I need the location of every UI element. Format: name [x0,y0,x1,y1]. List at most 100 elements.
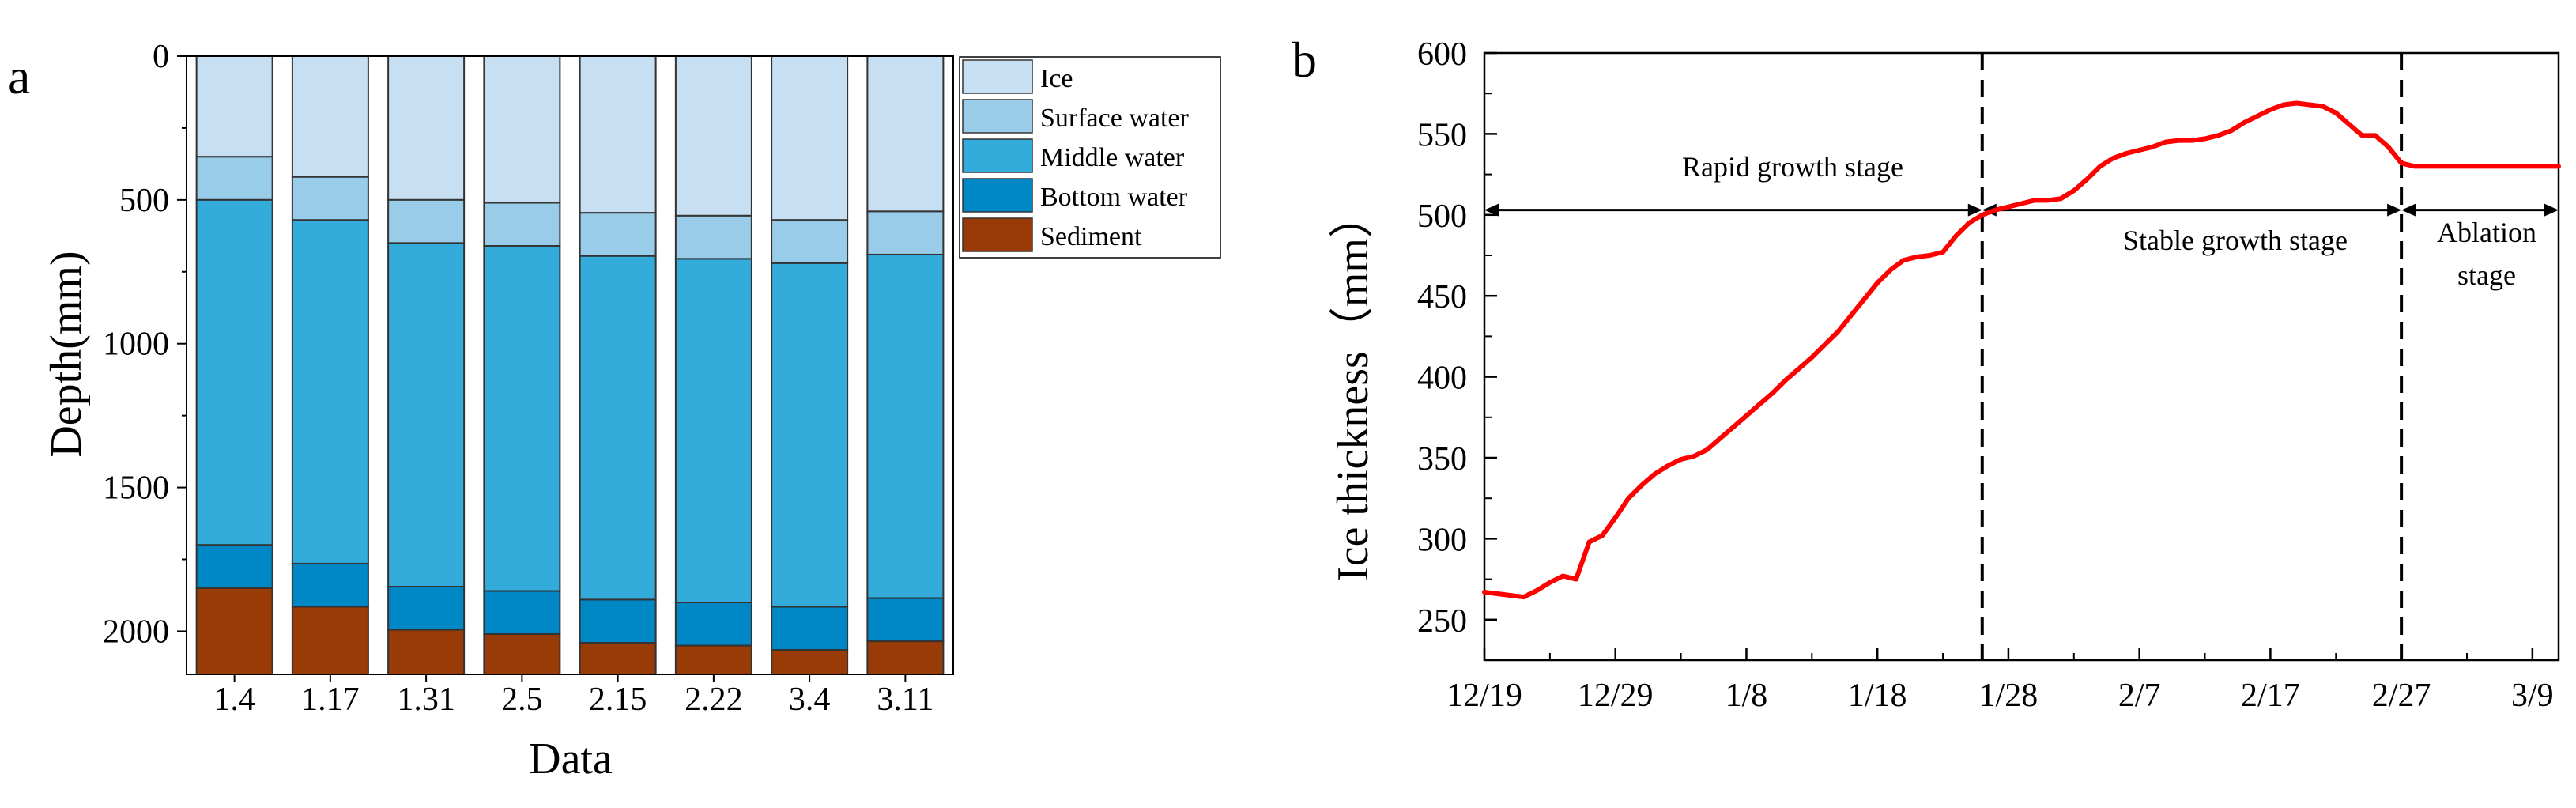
arrow-rapid-growth [1484,203,1982,217]
legend-label-bottom-water: Bottom water [1040,183,1188,212]
bar-bottom-water-3 [387,586,466,631]
bar-ice-3 [387,55,466,201]
legend-label-middle-water: Middle water [1040,143,1185,172]
y-tick-label-0: 0 [153,39,169,75]
stage-label-ablation-line2: stage [2457,259,2516,291]
b-x-tick-label-10: 12/29 [1578,678,1654,714]
bar-sediment-5 [579,641,657,676]
stage-label-rapid-growth: Rapid growth stage [1682,151,1903,183]
bar-ice-4 [483,55,561,204]
panel-b-ice-thickness-line [1482,100,2561,600]
x-tick-label-1: 1.4 [213,682,255,718]
panel-a-axes: 1.4 1.17 1.31 2.5 2.15 2.22 3.4 3.11 0 500 1000 150… [103,39,954,718]
bar-surface-water-6 [674,214,752,260]
b-x-tick-label-20: 1/8 [1726,678,1768,714]
legend-swatch-ice [962,59,1033,94]
bar-middle-water-1 [195,198,273,546]
arrow-ablation [2401,203,2559,217]
panel-b-axes: 250 300 350 400 450 500 550 600 12/19 12/29 1/8 1/1… [1417,36,2560,714]
bar-surface-water-7 [771,219,849,264]
bar-bottom-water-1 [195,544,273,589]
bar-middle-water-8 [866,253,945,599]
bar-ice-1 [195,55,273,158]
legend-swatch-middle-water [962,138,1033,173]
bar-middle-water-7 [771,262,849,608]
y-tick-label-1500: 1500 [103,470,169,507]
bar-sediment-1 [195,587,273,676]
x-tick-label-8: 3.11 [877,682,933,718]
bar-middle-water-2 [291,219,369,564]
arrow-stable-growth [1982,203,2402,217]
b-x-tick-label-70: 2/27 [2372,678,2431,714]
legend-swatch-surface-water [962,99,1033,134]
bar-surface-water-4 [483,202,561,247]
bar-sediment-2 [291,606,369,675]
arrow-rapid-growth-head-right [1967,203,1982,217]
bar-surface-water-3 [387,198,466,244]
panel-a-y-axis-title: Depth(mm) [42,251,91,457]
bar-ice-6 [674,55,752,217]
x-tick-label-3: 1.31 [397,682,455,718]
panel-b-y-axis-title: Ice thickness（mm） [1329,194,1378,581]
bar-ice-7 [771,55,849,221]
b-y-tick-label-350: 350 [1417,441,1467,478]
b-y-tick-label-600: 600 [1417,36,1467,73]
arrow-stable-growth-head-right [2387,203,2402,217]
bar-sediment-3 [387,629,466,675]
bar-bottom-water-4 [483,590,561,636]
arrow-ablation-head-right [2544,203,2559,217]
bar-surface-water-8 [866,210,945,255]
b-x-tick-label-40: 1/28 [1979,678,2039,714]
bar-middle-water-3 [387,242,466,588]
legend-swatch-bottom-water [962,178,1033,213]
legend-swatch-sediment [962,217,1033,252]
panel-a-legend: Ice Surface water Middle water Bottom water… [959,56,1221,259]
bar-middle-water-4 [483,245,561,592]
legend-label-ice: Ice [1040,64,1073,93]
y-tick-label-500: 500 [119,183,169,219]
bar-surface-water-1 [195,156,273,201]
panel-b-stage-dividers [1980,53,2404,660]
b-y-tick-label-450: 450 [1417,279,1467,315]
bar-ice-8 [866,55,945,213]
bar-sediment-7 [771,649,849,676]
arrow-rapid-growth-head-left [1484,203,1499,217]
x-tick-label-2: 1.17 [301,682,360,718]
panel-b-frame [1483,51,2560,662]
x-tick-label-7: 3.4 [789,682,831,718]
bar-sediment-4 [483,633,561,675]
bar-bottom-water-7 [771,606,849,651]
stage-label-stable-growth: Stable growth stage [2123,225,2348,256]
legend-label-surface-water: Surface water [1040,104,1190,133]
b-x-tick-label-30: 1/18 [1848,678,1907,714]
b-x-tick-label-80: 3/9 [2511,678,2554,714]
bar-bottom-water-6 [674,602,752,647]
bar-middle-water-5 [579,255,657,601]
bar-sediment-6 [674,644,752,676]
panel-b-stage-arrows [1484,203,2559,217]
b-y-tick-label-550: 550 [1417,117,1467,153]
bar-surface-water-2 [291,176,369,221]
b-y-tick-label-400: 400 [1417,361,1467,397]
b-y-tick-label-250: 250 [1417,603,1467,640]
b-x-tick-label-0: 12/19 [1446,678,1522,714]
x-tick-label-6: 2.22 [685,682,743,718]
panel-a-x-axis-title: Data [529,734,613,783]
legend-label-sediment: Sediment [1040,222,1142,251]
bar-bottom-water-2 [291,562,369,608]
stage-label-ablation-line1: Ablation [2437,217,2536,248]
bar-sediment-8 [866,640,945,676]
b-y-tick-label-500: 500 [1417,198,1467,235]
bar-bottom-water-8 [866,597,945,643]
bar-bottom-water-5 [579,598,657,644]
panel-a-frame [186,55,954,675]
b-y-tick-label-300: 300 [1417,522,1467,558]
b-x-tick-label-50: 2/7 [2118,678,2161,714]
bar-surface-water-5 [579,212,657,257]
panel-a-letter: a [8,48,30,104]
b-x-tick-label-60: 2/17 [2241,678,2300,714]
x-tick-label-5: 2.15 [589,682,647,718]
bar-ice-5 [579,55,657,214]
panel-a-bars [195,55,945,676]
